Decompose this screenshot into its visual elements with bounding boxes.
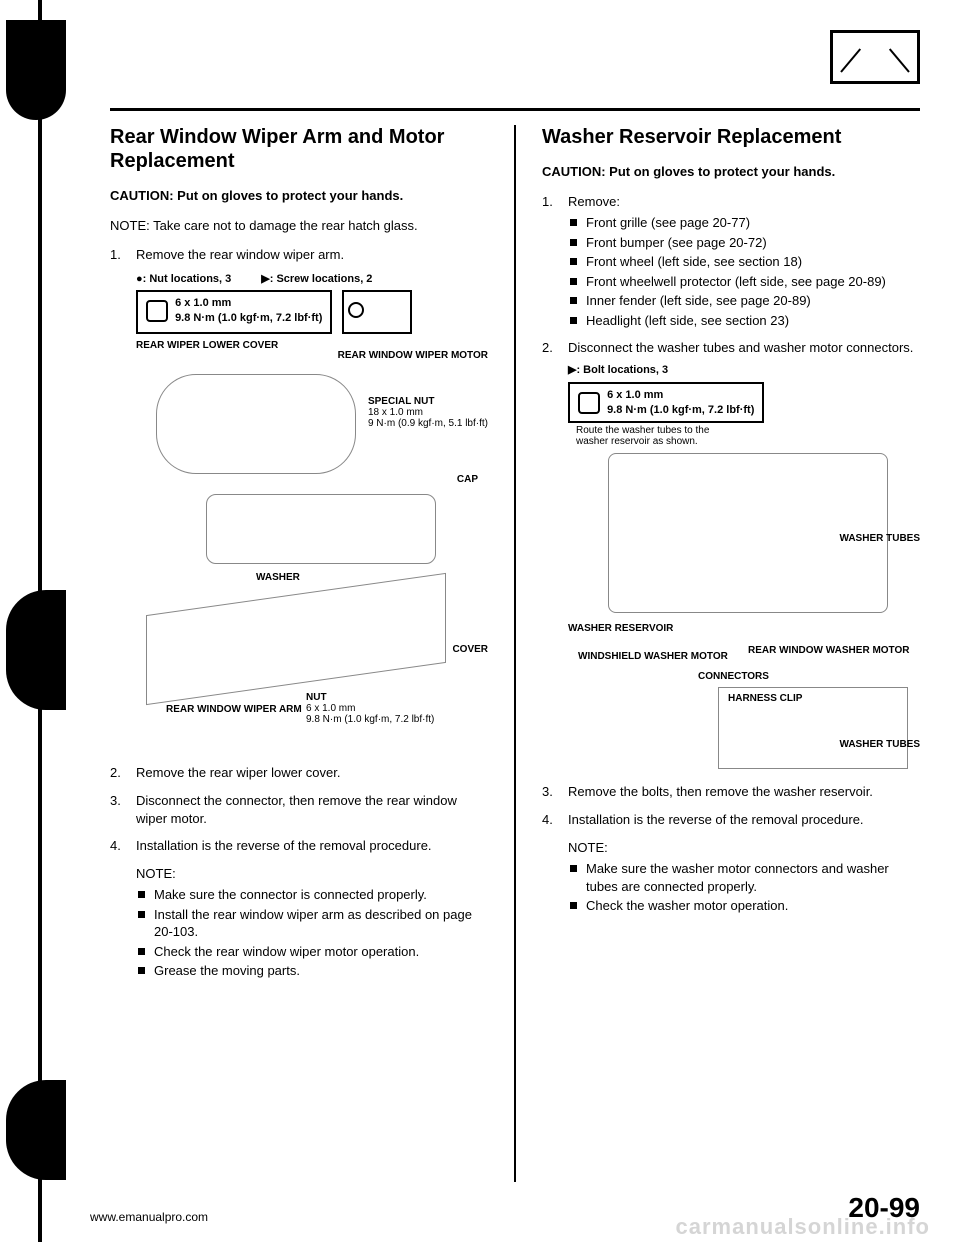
left-note-3: Check the rear window wiper motor operat… [136,943,488,961]
label-wiper-arm: REAR WINDOW WIPER ARM [166,704,302,715]
torque-box-1: 6 x 1.0 mm 9.8 N·m (1.0 kgf·m, 7.2 lbf·f… [136,290,332,334]
route-note: Route the washer tubes to the washer res… [576,425,716,447]
right-column: Washer Reservoir Replacement CAUTION: Pu… [542,125,920,1182]
label-windshield-motor: WINDSHIELD WASHER MOTOR [578,651,728,662]
left-column: Rear Window Wiper Arm and Motor Replacem… [110,125,488,1182]
nut-size: 6 x 1.0 mm [306,703,355,714]
remove-item-4: Front wheelwell protector (left side, se… [568,273,920,291]
right-note-1: Make sure the washer motor connectors an… [568,860,920,895]
right-title: Washer Reservoir Replacement [542,125,920,149]
label-special-nut: SPECIAL NUT 18 x 1.0 mm 9 N·m (0.9 kgf·m… [368,396,488,429]
label-washer-reservoir: WASHER RESERVOIR [568,623,673,634]
brand-logo-icon [830,30,920,84]
left-note-2: Install the rear window wiper arm as des… [136,906,488,941]
right-step-2: Disconnect the washer tubes and washer m… [542,339,920,773]
label-washer: WASHER [256,572,300,583]
right-step4-text: Installation is the reverse of the remov… [568,812,864,827]
label-nut: NUT 6 x 1.0 mm 9.8 N·m (1.0 kgf·m, 7.2 l… [306,692,434,725]
right-step-4: Installation is the reverse of the remov… [542,811,920,915]
label-washer-tubes: WASHER TUBES [839,533,920,544]
left-title: Rear Window Wiper Arm and Motor Replacem… [110,125,488,173]
binder-edge [0,0,80,1242]
remove-item-2: Front bumper (see page 20-72) [568,234,920,252]
torque1-val: 9.8 N·m (1.0 kgf·m, 7.2 lbf·ft) [175,312,322,324]
label-connectors: CONNECTORS [698,671,769,682]
label-lower-cover: REAR WIPER LOWER COVER [136,340,278,351]
left-caution: CAUTION: Put on gloves to protect your h… [110,187,488,205]
remove-item-5: Inner fender (left side, see page 20-89) [568,292,920,310]
left-note-4: Grease the moving parts. [136,962,488,980]
label-washer-tubes-2: WASHER TUBES [839,739,920,750]
left-step4-text: Installation is the reverse of the remov… [136,838,432,853]
remove-item-6: Headlight (left side, see section 23) [568,312,920,330]
screw-loc-label: ▶: Screw locations, 2 [261,272,372,287]
left-step-2: Remove the rear wiper lower cover. [110,764,488,782]
nut-torque: 9.8 N·m (1.0 kgf·m, 7.2 lbf·ft) [306,714,434,725]
right-caution: CAUTION: Put on gloves to protect your h… [542,163,920,181]
right-step-3: Remove the bolts, then remove the washer… [542,783,920,801]
horizontal-rule [110,108,920,111]
left-step-1: Remove the rear window wiper arm. ●: Nut… [110,246,488,754]
left-step-3: Disconnect the connector, then remove th… [110,792,488,827]
column-divider [514,125,516,1182]
right-step1-text: Remove: [568,194,620,209]
right-torque-size: 6 x 1.0 mm [607,389,663,401]
footer-site: www.emanualpro.com [90,1210,208,1224]
special-nut-size: 18 x 1.0 mm [368,407,423,418]
label-rear-washer-motor: REAR WINDOW WASHER MOTOR [748,645,909,656]
left-note-1: Make sure the connector is connected pro… [136,886,488,904]
label-cap: CAP [457,474,478,485]
right-step2-text: Disconnect the washer tubes and washer m… [568,340,913,355]
torque1-size: 6 x 1.0 mm [175,297,231,309]
special-nut-title: SPECIAL NUT [368,396,435,407]
nut-title: NUT [306,692,327,703]
left-note: NOTE: Take care not to damage the rear h… [110,217,488,235]
remove-item-1: Front grille (see page 20-77) [568,214,920,232]
bolt-icon [146,300,168,322]
figure-washer-reservoir: Route the washer tubes to the washer res… [568,423,920,773]
label-wiper-motor: REAR WINDOW WIPER MOTOR [338,350,488,361]
bolt-icon [578,392,600,414]
right-note-2: Check the washer motor operation. [568,897,920,915]
figure-rear-wiper: REAR WIPER LOWER COVER REAR WINDOW WIPER… [136,334,488,754]
right-step-1: Remove: Front grille (see page 20-77) Fr… [542,193,920,330]
screw-detail-box [342,290,412,334]
nut-loc-label: ●: Nut locations, 3 [136,272,231,287]
left-step1-text: Remove the rear window wiper arm. [136,247,344,262]
remove-item-3: Front wheel (left side, see section 18) [568,253,920,271]
label-harness-clip: HARNESS CLIP [728,693,802,704]
special-nut-torque: 9 N·m (0.9 kgf·m, 5.1 lbf·ft) [368,418,488,429]
label-cover: COVER [452,644,488,655]
screw-head-icon [348,302,364,318]
left-notes-label: NOTE: [136,865,488,883]
torque-box-right: 6 x 1.0 mm 9.8 N·m (1.0 kgf·m, 7.2 lbf·f… [568,382,764,424]
right-notes-label: NOTE: [568,839,920,857]
watermark: carmanualsonline.info [676,1214,931,1240]
bolt-loc-label: ▶: Bolt locations, 3 [568,363,920,378]
right-torque-val: 9.8 N·m (1.0 kgf·m, 7.2 lbf·ft) [607,404,754,416]
left-step-4: Installation is the reverse of the remov… [110,837,488,980]
